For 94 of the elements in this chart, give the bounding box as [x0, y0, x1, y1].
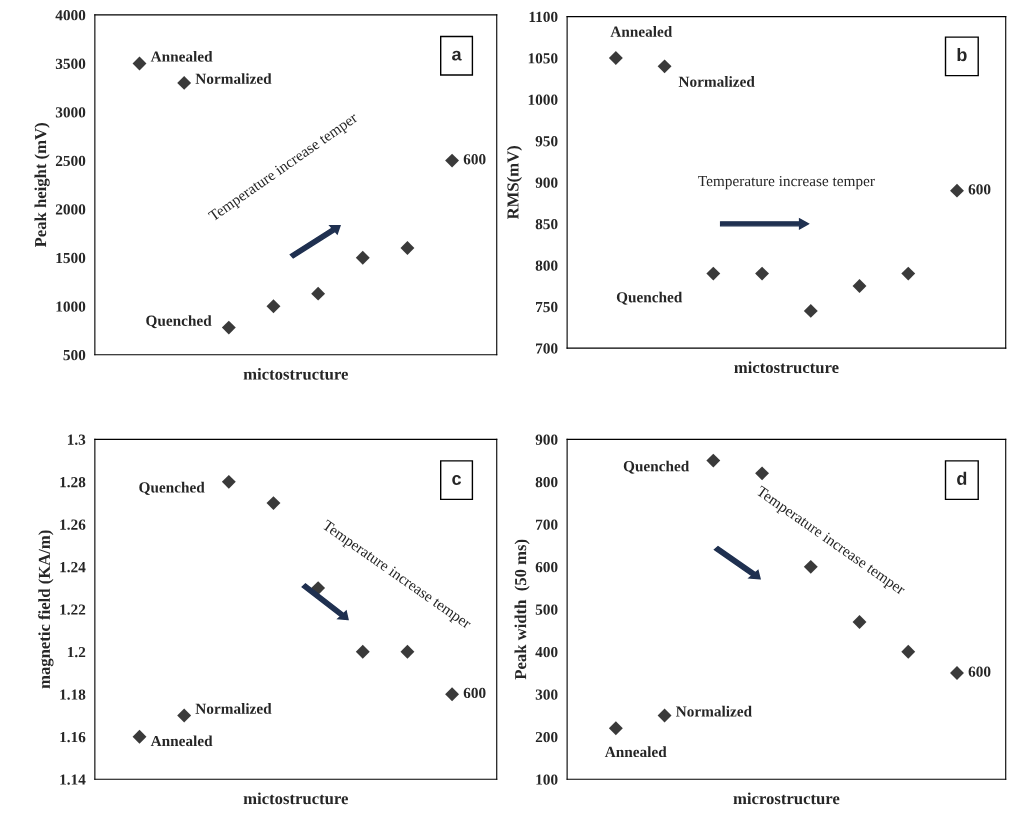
point: [400, 241, 415, 255]
y-tick-label: 300: [535, 689, 558, 700]
point: [755, 466, 769, 481]
y-axis-title: RMS(mV): [506, 146, 522, 220]
y-tick-label: 1.22: [60, 604, 86, 615]
y-axis-title: magnetic field (KA/m): [38, 530, 54, 689]
annotation: 600: [463, 154, 486, 165]
y-tick-label: 2000: [55, 204, 86, 215]
y-tick-label: 1.28: [60, 477, 86, 488]
y-tick-label: 1000: [56, 301, 86, 312]
point: [177, 75, 192, 90]
annotation: Quenched: [616, 291, 683, 305]
point: [355, 250, 370, 265]
point: [901, 644, 916, 659]
x-axis-title: microstructure: [733, 792, 840, 805]
y-tick-label: 1500: [56, 252, 86, 264]
point: [266, 496, 281, 511]
y-axis-title: Peak width (50 ms): [514, 539, 530, 680]
y-tick-label: 1.14: [60, 774, 86, 785]
y-tick-label: 1.16: [60, 731, 86, 743]
annotation: d: [957, 471, 967, 485]
x-axis-title: mictostructure: [243, 368, 348, 380]
x-axis-title: mictostructure: [734, 361, 839, 374]
annotation: Quenched: [146, 315, 212, 329]
annotation: 600: [968, 184, 991, 195]
y-tick-label: 1000: [528, 94, 558, 105]
y-tick-label: 3000: [55, 107, 86, 118]
point: [901, 266, 916, 281]
point: [221, 320, 236, 335]
annotation: c: [452, 475, 462, 485]
point: [445, 153, 460, 168]
point: [266, 299, 281, 314]
y-tick-label: 500: [535, 604, 558, 615]
point: [132, 729, 147, 744]
annotation: b: [957, 47, 967, 62]
point: [706, 266, 721, 281]
y-tick-label: 3500: [55, 58, 86, 69]
annotation: Normalized: [678, 76, 755, 87]
point: [355, 644, 370, 659]
y-tick-label: 1.26: [60, 519, 86, 530]
y-tick-label: 4000: [55, 10, 86, 21]
y-tick-label: 500: [63, 349, 86, 361]
annotation: Normalized: [195, 73, 272, 84]
point: [400, 644, 415, 659]
annotation: Annealed: [604, 746, 667, 758]
y-tick-label: 900: [535, 434, 558, 445]
point: [311, 286, 326, 301]
annotation: Quenched: [623, 460, 690, 474]
point: [608, 51, 623, 65]
y-tick-label: 800: [535, 260, 558, 271]
point: [608, 721, 623, 736]
point: [706, 453, 721, 468]
y-tick-label: 100: [536, 774, 558, 785]
annotation: Normalized: [675, 705, 752, 717]
y-tick-label: 600: [535, 561, 558, 573]
x-axis-title: mictostructure: [243, 792, 348, 805]
y-tick-label: 2500: [55, 155, 86, 167]
y-tick-label: 400: [535, 646, 558, 658]
y-tick-label: 900: [535, 177, 558, 188]
point: [445, 687, 460, 702]
annotation: Quenched: [139, 481, 205, 495]
annotation: 600: [968, 666, 991, 677]
point: [755, 266, 769, 281]
y-tick-label: 700: [536, 343, 558, 354]
point: [852, 615, 867, 630]
annotation: Annealed: [150, 735, 213, 747]
point: [803, 559, 818, 574]
y-tick-label: 1.3: [67, 434, 86, 445]
y-tick-label: 800: [535, 477, 558, 488]
point: [177, 708, 192, 723]
y-tick-label: 700: [536, 519, 558, 530]
point: [852, 279, 867, 293]
annotation: a: [452, 50, 462, 61]
y-tick-label: 1050: [528, 53, 558, 64]
point: [657, 708, 672, 723]
point: [311, 581, 326, 596]
annotation: Annealed: [610, 26, 673, 37]
y-tick-label: 950: [535, 136, 558, 147]
annotation: Annealed: [150, 50, 213, 62]
y-tick-label: 1100: [529, 11, 558, 23]
point: [657, 59, 672, 74]
y-tick-label: 1.18: [60, 689, 86, 700]
point: [950, 183, 964, 198]
point: [221, 474, 236, 489]
y-tick-label: 750: [536, 301, 558, 313]
annotation: 600: [463, 687, 486, 699]
y-tick-label: 850: [535, 218, 558, 230]
y-tick-label: 1.2: [67, 646, 86, 658]
y-tick-label: 200: [535, 731, 558, 743]
point: [803, 303, 818, 318]
annotation: Temperature increase temper: [698, 175, 875, 190]
y-axis-title: Peak height (mV): [34, 123, 50, 248]
y-tick-label: 1.24: [60, 562, 86, 573]
annotation: Normalized: [195, 703, 272, 714]
